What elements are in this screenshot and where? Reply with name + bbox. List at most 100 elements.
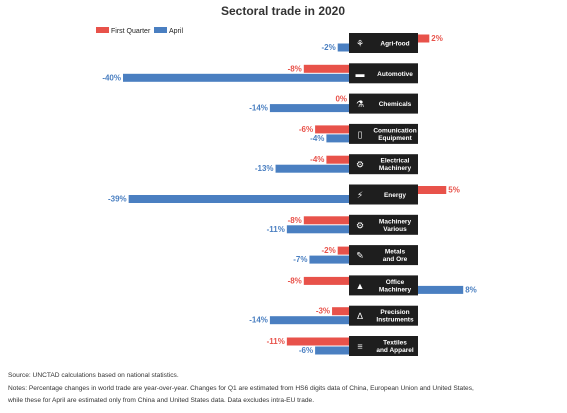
bar-april-textiles-and-apparel: [315, 346, 349, 355]
compass-icon: ∆: [357, 311, 363, 321]
bar-q1-office-machinery: [303, 276, 349, 285]
data-label-april-textiles-and-apparel: -6%: [299, 346, 313, 355]
data-label-april-machinery-various: -11%: [267, 225, 285, 234]
data-label-q1-automotive: -8%: [288, 64, 302, 73]
bar-april-automotive: [123, 73, 349, 82]
bar-q1-comunication-equipment: [315, 125, 349, 134]
phone-icon: ▯: [358, 129, 363, 139]
data-label-april-precision-instruments: -14%: [249, 316, 268, 325]
bar-q1-agri-food: [418, 34, 430, 43]
notes-line-2: while these for April are estimated only…: [8, 397, 315, 404]
bar-april-agri-food: [337, 43, 349, 52]
category-label-machinery-various-line-2: Various: [383, 226, 407, 233]
category-label-metals-and-ore-line-1: Metals: [385, 249, 406, 256]
category-label-chemicals: Chemicals: [379, 101, 412, 108]
bar-april-office-machinery: [418, 285, 464, 294]
bar-april-precision-instruments: [269, 316, 349, 325]
category-box-automotive: [349, 63, 418, 84]
bar-q1-textiles-and-apparel: [286, 337, 349, 346]
gear-icon: ⚙: [356, 160, 364, 170]
bar-april-energy: [128, 195, 349, 203]
data-label-april-electrical-machinery: -13%: [255, 164, 274, 173]
data-label-q1-office-machinery: -8%: [288, 276, 302, 285]
category-label-textiles-and-apparel-line-2: and Apparel: [376, 347, 414, 354]
data-label-q1-agri-food: 2%: [431, 34, 443, 43]
bar-q1-precision-instruments: [332, 307, 349, 316]
row-energy: 5% -39% ⚡ Energy: [108, 184, 460, 205]
category-box-chemicals: [349, 93, 418, 114]
category-box-machinery-various: [349, 214, 418, 235]
category-box-precision-instruments: [349, 305, 418, 326]
row-automotive: -8% -40% ▬ Automotive: [102, 63, 418, 84]
bar-q1-metals-and-ore: [337, 246, 349, 255]
data-label-q1-textiles-and-apparel: -11%: [267, 337, 285, 346]
category-label-energy: Energy: [384, 192, 406, 199]
bar-april-machinery-various: [286, 225, 349, 234]
category-box-textiles-and-apparel: [349, 336, 418, 356]
bar-april-chemicals: [269, 104, 349, 113]
data-label-april-energy: -39%: [108, 195, 127, 204]
data-label-q1-electrical-machinery: -4%: [310, 155, 324, 164]
category-label-agri-food: Agri-food: [380, 41, 409, 48]
source-note: Source: UNCTAD calculations based on nat…: [8, 372, 179, 379]
category-label-precision-instruments-line-1: Precision: [380, 309, 409, 316]
legend-label-first-quarter: First Quarter: [111, 28, 151, 35]
category-label-comunication-equipment-line-1: Comunication: [373, 127, 416, 134]
bar-q1-machinery-various: [303, 216, 349, 225]
category-box-metals-and-ore: [349, 245, 418, 266]
data-label-april-office-machinery: 8%: [465, 285, 477, 294]
lamp-icon: ▲: [356, 281, 365, 291]
car-icon: ▬: [356, 69, 365, 79]
bar-april-electrical-machinery: [275, 164, 349, 173]
chart-legend: First Quarter April: [96, 27, 183, 35]
category-box-office-machinery: [349, 275, 418, 296]
category-label-electrical-machinery-line-1: Electrical: [381, 158, 410, 165]
legend-swatch-april: [154, 27, 167, 33]
cogs-icon: ⚙: [356, 220, 364, 230]
curtain-icon: ≡: [357, 342, 362, 352]
category-box-electrical-machinery: [349, 154, 418, 175]
category-label-precision-instruments-line-2: Instruments: [376, 317, 414, 324]
chart-bars: 2% -2% ⚘ Agri-food -8% -40% ▬ Automotive 0% -14% ⚗…: [102, 33, 477, 356]
data-label-q1-chemicals: 0%: [335, 95, 347, 104]
bar-q1-automotive: [303, 64, 349, 73]
data-label-q1-precision-instruments: -3%: [316, 307, 330, 316]
category-box-comunication-equipment: [349, 123, 418, 144]
flask-icon: ⚗: [356, 99, 364, 109]
data-label-q1-metals-and-ore: -2%: [321, 246, 335, 255]
category-label-textiles-and-apparel-line-1: Textiles: [383, 340, 407, 347]
category-label-comunication-equipment-line-2: Equipment: [378, 135, 412, 142]
chart-title: Sectoral trade in 2020: [221, 4, 345, 18]
data-label-q1-comunication-equipment: -6%: [299, 125, 313, 134]
pickaxe-icon: ✎: [356, 251, 364, 261]
category-label-machinery-various-line-1: Machinery: [379, 218, 412, 225]
data-label-april-metals-and-ore: -7%: [293, 255, 307, 264]
row-agri-food: 2% -2% ⚘ Agri-food: [321, 33, 443, 53]
data-label-april-chemicals: -14%: [249, 104, 268, 113]
data-label-april-comunication-equipment: -4%: [310, 134, 324, 143]
category-label-metals-and-ore-line-2: and Ore: [383, 256, 408, 263]
category-box-energy: [349, 184, 418, 205]
category-label-automotive: Automotive: [377, 71, 413, 78]
category-label-office-machinery-line-1: Office: [386, 279, 405, 286]
category-box-agri-food: [349, 33, 418, 53]
category-label-office-machinery-line-2: Machinery: [379, 286, 412, 293]
bar-q1-energy: [418, 186, 447, 194]
bar-april-metals-and-ore: [309, 255, 349, 264]
row-chemicals: 0% -14% ⚗ Chemicals: [249, 93, 418, 114]
data-label-q1-energy: 5%: [448, 186, 460, 195]
category-label-electrical-machinery-line-2: Machinery: [379, 165, 412, 172]
data-label-april-automotive: -40%: [102, 73, 121, 82]
plant-icon: ⚘: [356, 39, 364, 49]
bar-april-comunication-equipment: [326, 134, 349, 143]
legend-swatch-first-quarter: [96, 27, 109, 33]
